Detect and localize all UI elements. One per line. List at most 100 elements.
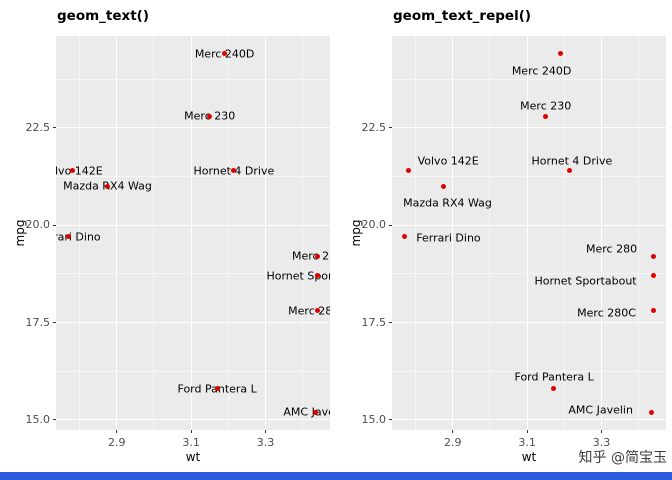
y-tick-mark: [389, 224, 392, 226]
x-tick-label: 3.3: [592, 436, 611, 449]
grid-major-horizontal: [56, 322, 330, 324]
y-tick-label: 22.5: [361, 120, 387, 134]
grid-major-vertical: [116, 36, 118, 430]
x-tick-mark: [452, 430, 454, 433]
point-label: Merc 280: [291, 249, 330, 263]
data-point: [214, 386, 220, 392]
point-label: Merc 280: [585, 242, 638, 256]
data-point: [651, 308, 657, 314]
x-axis-title: wt: [185, 450, 201, 464]
data-point: [104, 183, 110, 189]
y-tick-mark: [53, 224, 56, 226]
point-label: Hornet Sportabout: [266, 269, 330, 283]
y-tick-label: 22.5: [25, 120, 51, 134]
grid-major-vertical: [600, 36, 602, 430]
grid-minor-horizontal: [56, 78, 330, 80]
grid-major-vertical: [526, 36, 528, 430]
data-point: [231, 168, 237, 174]
data-point: [207, 113, 213, 119]
x-tick-mark: [600, 430, 602, 433]
grid-minor-vertical: [227, 36, 229, 430]
point-label: Ford Pantera L: [514, 370, 594, 384]
watermark-text: 知乎 @简宝玉: [578, 450, 667, 466]
point-label: Hornet 4 Drive: [531, 154, 613, 168]
y-tick-mark: [389, 127, 392, 129]
x-tick-mark: [116, 430, 118, 433]
grid-minor-vertical: [415, 36, 417, 430]
x-tick-label: 3.3: [256, 436, 275, 449]
point-label: Volvo 142E: [417, 154, 479, 168]
x-tick-label: 3.1: [518, 436, 536, 449]
point-label: Hornet Sportabout: [534, 274, 637, 288]
data-point: [558, 51, 564, 57]
grid-minor-horizontal: [392, 370, 666, 372]
y-tick-label: 20.0: [25, 218, 51, 232]
grid-minor-vertical: [489, 36, 491, 430]
point-label: Mazda RX4 Wag: [403, 196, 492, 210]
data-point: [65, 234, 71, 240]
grid-major-vertical: [190, 36, 192, 430]
grid-minor-vertical: [79, 36, 81, 430]
y-tick-label: 17.5: [25, 315, 51, 329]
grid-minor-horizontal: [56, 370, 330, 372]
grid-major-horizontal: [392, 322, 666, 324]
grid-minor-horizontal: [392, 273, 666, 275]
y-tick-mark: [389, 419, 392, 421]
plot-title: geom_text(): [57, 8, 150, 24]
y-tick-mark: [389, 322, 392, 324]
data-point: [313, 409, 319, 415]
y-tick-label: 20.0: [361, 218, 387, 232]
grid-major-horizontal: [56, 127, 330, 129]
y-tick-mark: [53, 322, 56, 324]
data-point: [649, 409, 655, 415]
point-label: Volvo 142E: [56, 164, 103, 178]
point-label: AMC Javelin: [283, 405, 330, 419]
grid-minor-vertical: [638, 36, 640, 430]
data-point: [651, 273, 657, 279]
grid-minor-horizontal: [56, 273, 330, 275]
grid-minor-vertical: [153, 36, 155, 430]
plot-title: geom_text_repel(): [393, 8, 532, 24]
grid-minor-horizontal: [392, 176, 666, 178]
point-label: Merc 280C: [288, 304, 330, 318]
point-label: Ferrari Dino: [56, 230, 101, 244]
x-tick-mark: [526, 430, 528, 433]
data-point: [567, 168, 573, 174]
x-axis-title: wt: [521, 450, 537, 464]
grid-major-horizontal: [392, 419, 666, 421]
grid-major-horizontal: [392, 127, 666, 129]
y-tick-mark: [53, 127, 56, 129]
grid-major-horizontal: [392, 224, 666, 226]
data-point: [550, 386, 556, 392]
data-point: [315, 253, 321, 259]
data-point: [543, 113, 549, 119]
data-point: [440, 183, 446, 189]
point-label: Merc 240D: [511, 64, 572, 78]
data-point: [651, 253, 657, 259]
point-label: Ferrari Dino: [416, 231, 481, 245]
data-point: [69, 168, 75, 174]
y-tick-mark: [53, 419, 56, 421]
point-label: AMC Javelin: [568, 403, 633, 417]
y-tick-label: 17.5: [361, 315, 387, 329]
watermark: 知乎 @简宝玉: [579, 447, 667, 467]
x-tick-label: 3.1: [182, 436, 200, 449]
grid-minor-vertical: [302, 36, 304, 430]
grid-minor-horizontal: [56, 176, 330, 178]
grid-minor-vertical: [563, 36, 565, 430]
plot-geom-text-repel: geom_text_repel() mpg Merc 240D Merc 230 V…: [336, 0, 672, 472]
grid-major-vertical: [264, 36, 266, 430]
grid-minor-horizontal: [392, 78, 666, 80]
grid-major-horizontal: [56, 419, 330, 421]
data-point: [315, 308, 321, 314]
x-tick-label: 2.9: [444, 436, 462, 449]
grid-major-horizontal: [56, 224, 330, 226]
point-label: Merc 280C: [577, 306, 636, 320]
y-tick-label: 15.0: [25, 412, 51, 426]
data-point: [222, 51, 228, 57]
data-point: [315, 273, 321, 279]
